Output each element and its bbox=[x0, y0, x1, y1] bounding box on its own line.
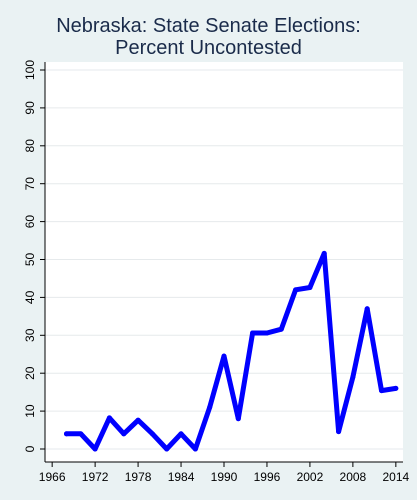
data-point bbox=[192, 446, 198, 452]
y-tick-label: 70 bbox=[23, 177, 37, 191]
y-tick-label: 100 bbox=[23, 60, 37, 80]
data-point bbox=[307, 285, 313, 291]
chart-title-line-2: Percent Uncontested bbox=[115, 37, 302, 59]
data-point bbox=[121, 431, 127, 437]
data-point bbox=[221, 353, 227, 359]
series-line bbox=[64, 250, 399, 452]
x-tick-label: 1966 bbox=[39, 470, 66, 484]
y-tick-label: 80 bbox=[23, 139, 37, 153]
data-point bbox=[106, 415, 112, 421]
data-point bbox=[264, 330, 270, 336]
data-point bbox=[250, 330, 256, 336]
x-tick-label: 1996 bbox=[254, 470, 281, 484]
data-point bbox=[149, 431, 155, 437]
y-tick-label: 50 bbox=[23, 253, 37, 267]
data-point bbox=[379, 388, 385, 394]
x-tick-label: 2008 bbox=[340, 470, 367, 484]
data-point bbox=[63, 431, 69, 437]
data-point bbox=[235, 416, 241, 422]
y-tick-label: 40 bbox=[23, 290, 37, 304]
x-tick-label: 1990 bbox=[211, 470, 238, 484]
y-tick-label: 0 bbox=[23, 445, 37, 452]
x-tick-label: 1978 bbox=[125, 470, 152, 484]
data-point bbox=[135, 417, 141, 423]
data-point bbox=[78, 431, 84, 437]
y-tick-label: 90 bbox=[23, 101, 37, 115]
data-point bbox=[321, 250, 327, 256]
x-tick-label: 1984 bbox=[168, 470, 195, 484]
plot-area bbox=[45, 62, 403, 462]
data-point bbox=[278, 326, 284, 332]
data-point bbox=[164, 446, 170, 452]
data-point bbox=[178, 431, 184, 437]
data-point bbox=[364, 306, 370, 312]
data-point bbox=[393, 385, 399, 391]
data-point bbox=[207, 404, 213, 410]
y-tick-label: 20 bbox=[23, 366, 37, 380]
x-tick-label: 1972 bbox=[82, 470, 109, 484]
chart-title-line-1: Nebraska: State Senate Elections: bbox=[56, 15, 361, 37]
y-tick-label: 10 bbox=[23, 404, 37, 418]
y-tick-label: 30 bbox=[23, 328, 37, 342]
data-point bbox=[293, 287, 299, 293]
y-tick-label: 60 bbox=[23, 215, 37, 229]
x-tick-label: 2014 bbox=[382, 470, 409, 484]
data-point bbox=[350, 374, 356, 380]
data-point bbox=[92, 446, 98, 452]
data-point bbox=[336, 429, 342, 435]
x-tick-label: 2002 bbox=[297, 470, 324, 484]
